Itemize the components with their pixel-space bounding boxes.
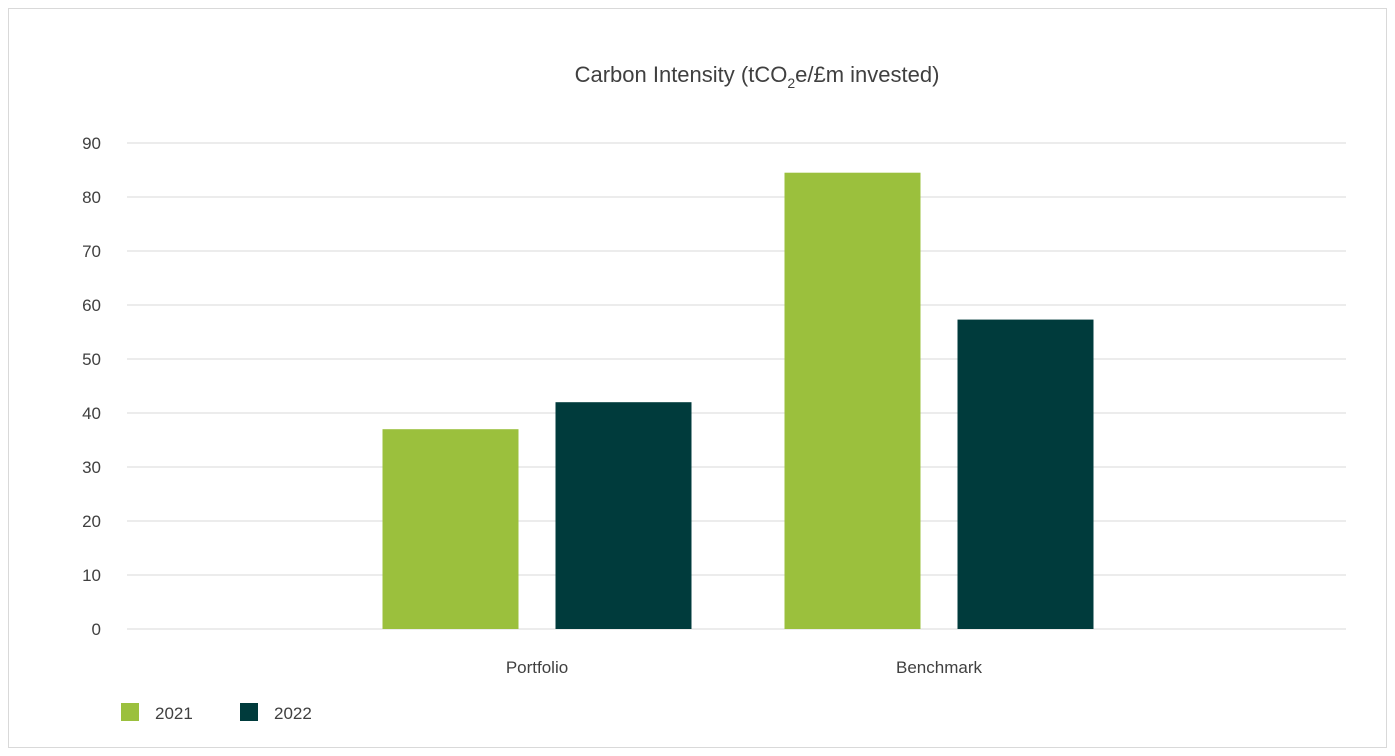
legend-swatch-2022: [240, 703, 258, 721]
y-tick-label: 70: [82, 242, 101, 261]
y-tick-label: 80: [82, 188, 101, 207]
legend-swatch-2021: [121, 703, 139, 721]
chart-frame: [8, 8, 1387, 748]
bar-portfolio-2022: [555, 402, 692, 629]
y-tick-label: 10: [82, 566, 101, 585]
y-tick-label: 40: [82, 404, 101, 423]
x-axis-category-labels: Portfolio Benchmark: [506, 658, 983, 677]
legend: 2021 2022: [121, 703, 312, 723]
y-tick-label: 90: [82, 134, 101, 153]
x-category-label-benchmark: Benchmark: [896, 658, 982, 677]
bar-portfolio-2021: [382, 429, 519, 629]
bars: [382, 172, 1094, 629]
chart-title-suffix: e/£m invested): [795, 62, 939, 87]
legend-label-2021: 2021: [155, 704, 193, 723]
y-tick-label: 0: [92, 620, 101, 639]
gridlines: [127, 142, 1346, 630]
y-tick-label: 60: [82, 296, 101, 315]
y-tick-label: 30: [82, 458, 101, 477]
bar-benchmark-2022: [957, 319, 1094, 629]
y-axis-tick-labels: 0 10 20 30 40 50 60 70 80 90: [82, 134, 101, 639]
y-tick-label: 20: [82, 512, 101, 531]
chart-title-prefix: Carbon Intensity (tCO: [575, 62, 788, 87]
legend-label-2022: 2022: [274, 704, 312, 723]
chart-title-subscript: 2: [787, 75, 795, 91]
x-category-label-portfolio: Portfolio: [506, 658, 568, 677]
bar-benchmark-2021: [784, 172, 921, 629]
chart-title: Carbon Intensity (tCO2e/£m invested): [575, 62, 940, 91]
y-tick-label: 50: [82, 350, 101, 369]
